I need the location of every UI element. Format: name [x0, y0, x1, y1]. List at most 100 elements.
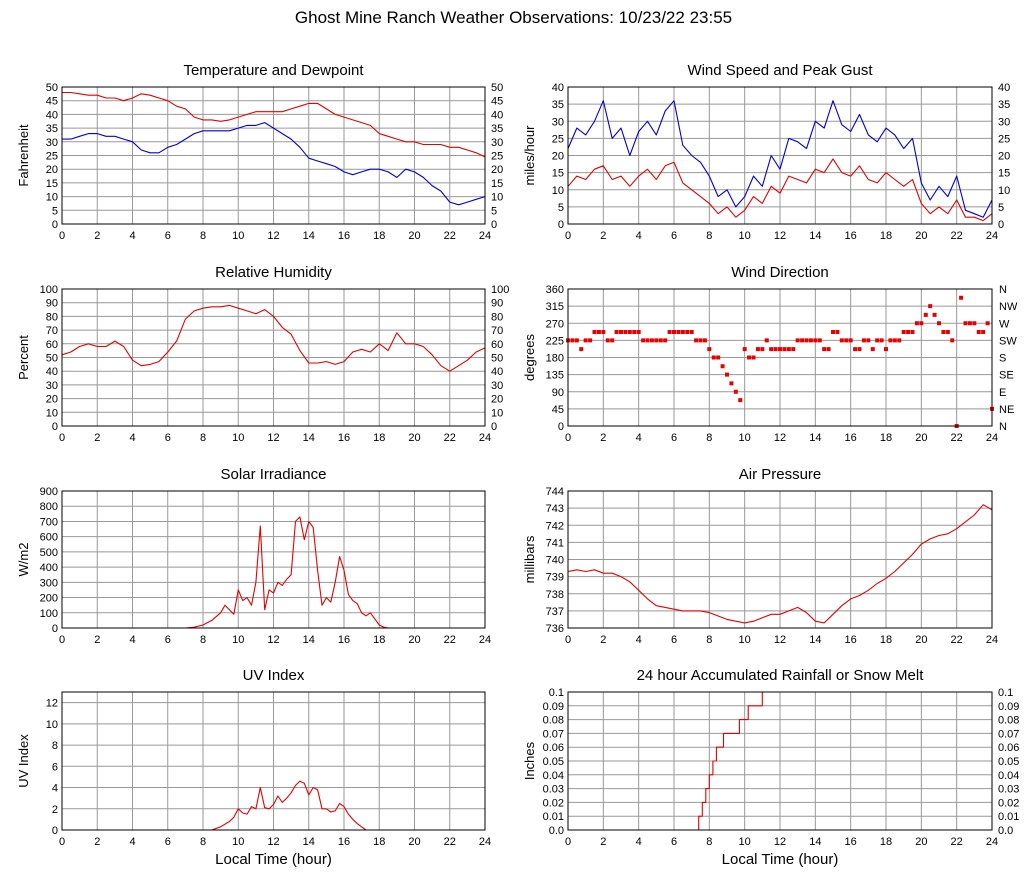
rh-x-tick-label: 24	[479, 432, 491, 444]
wdir-compass-label: NE	[999, 404, 1014, 416]
rain-x-axis-label: Local Time (hour)	[722, 851, 839, 868]
wdir-y-axis-label: degrees	[522, 334, 537, 381]
uv-x-axis-label: Local Time (hour)	[215, 851, 332, 868]
rain-frame	[567, 691, 993, 831]
wind-x-tick-label: 6	[671, 230, 677, 242]
wdir-point	[919, 321, 924, 326]
uv-y-tick-label: 10	[46, 719, 58, 731]
wdir-point	[588, 338, 593, 343]
wdir-point	[778, 347, 782, 352]
wdir-point	[627, 330, 632, 335]
wdir-point	[884, 347, 888, 352]
temp-y-tick-label-right: 30	[491, 137, 503, 149]
temp-x-tick-label: 16	[338, 230, 350, 242]
wdir-y-tick-label: 360	[546, 284, 564, 296]
wind-x-tick-label: 18	[880, 230, 892, 242]
wdir-point	[649, 338, 654, 343]
wdir-point	[676, 330, 681, 335]
rh-y-tick-label: 70	[46, 325, 58, 337]
rain-x-tick-label: 20	[915, 836, 927, 848]
wind-y-tick-label-right: 5	[998, 202, 1004, 214]
wind-y-tick-label: 5	[558, 202, 564, 214]
pressure-y-tick-label: 738	[546, 589, 564, 601]
rain-y-axis-label: Inches	[522, 741, 537, 780]
rh-x-tick-label: 0	[59, 432, 65, 444]
rain-x-tick-label: 2	[600, 836, 606, 848]
wdir-y-tick-label: 0	[558, 421, 564, 433]
temp-frame	[61, 86, 486, 225]
solar-y-tick-label: 800	[40, 501, 58, 513]
wdir-point	[795, 338, 800, 343]
rain-y-tick-label: 0.0	[549, 825, 564, 837]
pressure-x-tick-label: 10	[739, 634, 751, 646]
rain-y-tick-label-right: 0.02	[998, 797, 1019, 809]
solar-x-tick-label: 22	[444, 634, 456, 646]
rain-x-tick-label: 0	[565, 836, 571, 848]
rh-y-tick-label-right: 70	[491, 325, 503, 337]
wdir-point	[937, 321, 941, 326]
rain-y-tick-label: 0.03	[543, 784, 564, 796]
pressure-series-red-line	[567, 504, 993, 624]
rh-y-tick-label: 0	[52, 421, 58, 433]
wdir-y-tick-label: 135	[546, 370, 564, 382]
wdir-x-tick-label: 22	[951, 432, 963, 444]
rain-x-tick-label: 10	[739, 836, 751, 848]
wdir-point	[941, 330, 946, 335]
temp-x-tick-label: 14	[303, 230, 315, 242]
temp-x-tick-label: 20	[408, 230, 420, 242]
rain-y-tick-label: 0.08	[543, 715, 564, 727]
pressure-frame	[567, 490, 993, 629]
rain-y-tick-label-right: 0.0	[998, 825, 1013, 837]
wdir-x-tick-label: 18	[880, 432, 892, 444]
rain-x-tick-label: 24	[986, 836, 998, 848]
pressure-x-tick-label: 12	[774, 634, 786, 646]
wdir-y-tick-label: 90	[552, 387, 564, 399]
temp-y-tick-label-right: 5	[491, 205, 497, 217]
wdir-compass-label: SW	[999, 335, 1017, 347]
solar-y-tick-label: 400	[40, 562, 58, 574]
uv-x-tick-label: 10	[232, 836, 244, 848]
rh-y-tick-label: 60	[46, 339, 58, 351]
wdir-point	[923, 312, 928, 317]
wdir-point	[782, 347, 787, 352]
uv-y-axis-label: UV Index	[16, 734, 31, 788]
rain-series-red-line	[568, 691, 992, 831]
temp-y-axis-label: Fahrenheit	[16, 124, 31, 187]
wdir-point	[680, 330, 685, 335]
temp-y-tick-label-right: 25	[491, 151, 503, 163]
uv-y-tick-label: 0	[52, 825, 58, 837]
wdir-point	[663, 338, 668, 343]
pressure-x-tick-label: 0	[565, 634, 571, 646]
pressure-x-tick-label: 22	[951, 634, 963, 646]
solar-x-tick-label: 8	[200, 634, 206, 646]
rain-y-tick-label: 0.04	[543, 770, 564, 782]
rh-x-tick-label: 6	[165, 432, 171, 444]
wdir-point	[601, 330, 606, 335]
wdir-frame	[567, 288, 993, 427]
wdir-point	[738, 398, 743, 403]
solar-x-tick-label: 6	[165, 634, 171, 646]
wdir-point	[866, 338, 871, 343]
wind-y-tick-label: 25	[552, 133, 564, 145]
rh-x-tick-label: 16	[338, 432, 350, 444]
solar-x-tick-label: 20	[408, 634, 420, 646]
rain-y-tick-label-right: 0.1	[998, 687, 1013, 699]
pressure-x-tick-label: 4	[636, 634, 642, 646]
solar-panel: 0 2 4 6 8 10 12 14 16 18 20 22 240100200300400500600…	[16, 466, 491, 646]
uv-y-tick-label: 2	[52, 804, 58, 816]
uv-x-tick-label: 8	[200, 836, 206, 848]
wdir-point	[901, 330, 906, 335]
wdir-point	[804, 338, 809, 343]
rh-y-tick-label-right: 40	[491, 366, 503, 378]
wdir-compass-label: N	[999, 421, 1007, 433]
wind-x-tick-label: 4	[636, 230, 642, 242]
temp-y-tick-label: 30	[46, 137, 58, 149]
wind-x-tick-label: 12	[774, 230, 786, 242]
wdir-point	[764, 338, 769, 343]
temp-y-tick-label-right: 0	[491, 219, 497, 231]
rh-x-tick-label: 22	[444, 432, 456, 444]
wdir-point	[972, 321, 977, 326]
rain-x-tick-label: 8	[706, 836, 712, 848]
rain-title: 24 hour Accumulated Rainfall or Snow Mel…	[637, 667, 925, 684]
